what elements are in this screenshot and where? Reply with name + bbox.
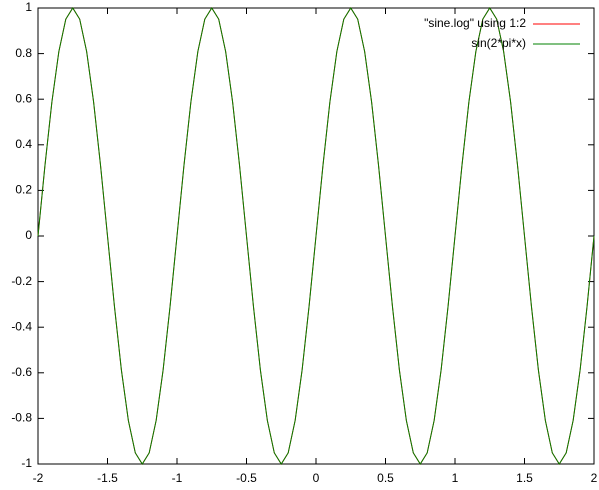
- y-tick-label: -0.4: [11, 319, 32, 333]
- y-tick-label: 0: [25, 228, 32, 242]
- x-tick-label: 0: [313, 471, 320, 485]
- y-tick-label: 0.6: [15, 91, 32, 105]
- x-tick-label: -1: [172, 471, 183, 485]
- x-tick-label: 1: [452, 471, 459, 485]
- y-tick-label: -0.6: [11, 365, 32, 379]
- y-tick-label: 0.4: [15, 137, 32, 151]
- y-tick-label: 1: [25, 0, 32, 14]
- x-tick-label: 1.5: [516, 471, 533, 485]
- y-tick-label: -0.2: [11, 274, 32, 288]
- y-tick-label: 0.8: [15, 46, 32, 60]
- y-tick-label: -0.8: [11, 411, 32, 425]
- x-tick-label: 0.5: [377, 471, 394, 485]
- legend-label: "sine.log" using 1:2: [424, 16, 526, 30]
- series-line: [37, 7, 595, 465]
- x-tick-label: -1.5: [97, 471, 118, 485]
- x-tick-label: -0.5: [236, 471, 257, 485]
- x-tick-label: -2: [33, 471, 44, 485]
- y-tick-label: 0.2: [15, 183, 32, 197]
- x-tick-label: 2: [591, 471, 598, 485]
- y-tick-label: -1: [21, 456, 32, 470]
- legend-label: sin(2*pi*x): [471, 36, 526, 50]
